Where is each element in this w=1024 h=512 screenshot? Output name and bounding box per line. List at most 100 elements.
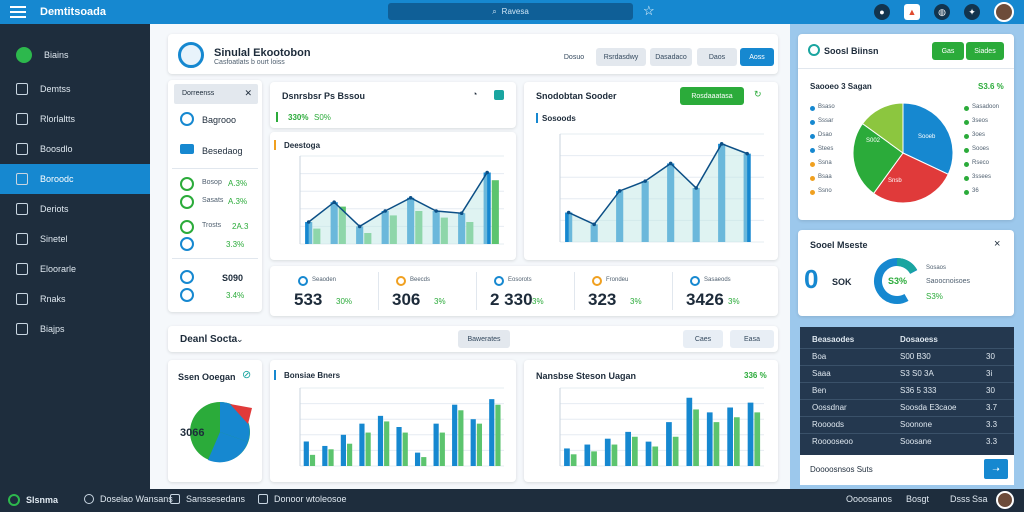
search-icon bbox=[16, 323, 28, 335]
status-item[interactable]: Ssa bbox=[972, 494, 988, 504]
bar bbox=[489, 399, 495, 466]
list-item-label[interactable]: Besedaog bbox=[202, 146, 243, 156]
kpi-value: 533 bbox=[294, 290, 323, 309]
table-cell: Beasaodes bbox=[812, 335, 855, 344]
right1-button-1[interactable]: Gas bbox=[932, 42, 964, 60]
status-item[interactable]: Slsnma bbox=[8, 494, 58, 506]
sidebar-item[interactable]: Demtss bbox=[0, 74, 150, 104]
avatar[interactable] bbox=[994, 2, 1014, 22]
kpi-divider bbox=[378, 272, 379, 310]
bar bbox=[439, 432, 445, 466]
chart-icon bbox=[16, 113, 28, 125]
gauge-pct-2: S3% bbox=[926, 292, 943, 301]
chevron-down-icon[interactable]: ⌄ bbox=[236, 334, 244, 344]
bookmark-icon[interactable]: ▲ bbox=[904, 4, 920, 20]
bar bbox=[309, 454, 316, 466]
sidebar-item[interactable]: Sinetel bbox=[0, 224, 150, 254]
pie-slice bbox=[852, 122, 904, 195]
chart2-button[interactable]: Rosdaaatasa bbox=[680, 87, 744, 105]
link-icon[interactable]: ⊘ bbox=[242, 369, 252, 381]
table-cell: Soonone bbox=[900, 420, 933, 429]
chart-type-icon[interactable] bbox=[494, 90, 504, 100]
send-icon[interactable]: ➝ bbox=[984, 459, 1008, 479]
list-item-label[interactable]: Bagrooo bbox=[202, 115, 237, 125]
legend-label: Ssno bbox=[818, 188, 832, 194]
stat-icon bbox=[180, 195, 194, 209]
status-item[interactable]: Bosgt bbox=[906, 494, 929, 504]
globe-icon[interactable]: ◍ bbox=[934, 4, 950, 20]
section2-header: Deanl Socta ⌄ Bawerates Caes Easa bbox=[168, 326, 778, 352]
search-placeholder: Ravesa bbox=[501, 7, 529, 16]
header-button-3[interactable]: Dasadaco bbox=[650, 48, 692, 66]
status-item[interactable]: Dsss bbox=[950, 494, 970, 504]
legend-dot bbox=[964, 162, 969, 167]
stat-value: A.3% bbox=[228, 197, 248, 206]
pie-slice bbox=[872, 152, 949, 204]
bar bbox=[584, 444, 591, 466]
gauge-sub-value: SOK bbox=[832, 277, 852, 287]
bar bbox=[305, 222, 313, 244]
status-item[interactable]: Sanssesedans bbox=[170, 494, 245, 504]
sidebar-item[interactable]: Rnaks bbox=[0, 284, 150, 314]
trend-line bbox=[308, 172, 488, 228]
settings-icon[interactable]: ✦ bbox=[964, 4, 980, 20]
close-icon[interactable]: × bbox=[994, 238, 1001, 250]
table-cell: Rooooseoo bbox=[812, 437, 853, 446]
trend-line bbox=[568, 142, 748, 226]
close-icon[interactable]: ✕ bbox=[244, 88, 252, 98]
legend-label: Dsao bbox=[818, 132, 833, 138]
bar bbox=[564, 448, 570, 466]
right1-button-2[interactable]: Siades bbox=[966, 42, 1004, 60]
edit-icon bbox=[16, 233, 28, 245]
bar bbox=[666, 422, 672, 466]
home-icon bbox=[16, 83, 28, 95]
header-button-2[interactable]: Rsrdasdwy bbox=[596, 48, 646, 66]
status-item[interactable]: Doselao Wansans bbox=[84, 494, 173, 504]
pie1-title: Ssen Ooegan bbox=[178, 372, 236, 382]
star-icon[interactable]: ☆ bbox=[643, 3, 655, 18]
menu-icon[interactable] bbox=[10, 6, 26, 18]
pill-button-3[interactable]: Easa bbox=[730, 330, 774, 348]
sidebar-item[interactable]: Rlorlaltts bbox=[0, 104, 150, 134]
header-button-1[interactable]: Dosuo bbox=[563, 53, 585, 61]
sidebar-item[interactable]: Deriots bbox=[0, 194, 150, 224]
chart4-panel: Nansbse Steson Uagan 336 % bbox=[524, 360, 778, 482]
status-label: Bosgt bbox=[906, 494, 930, 504]
sidebar-item-label: Biains bbox=[44, 50, 69, 60]
header-button-4[interactable]: Daos bbox=[697, 48, 737, 66]
table-cell: Soosane bbox=[900, 437, 932, 446]
bar bbox=[470, 419, 476, 466]
pie-slice bbox=[902, 102, 954, 175]
sidebar-item[interactable]: Boroodc bbox=[0, 164, 150, 194]
kpi-value: 306 bbox=[392, 290, 421, 309]
refresh-icon[interactable]: ↻ bbox=[754, 89, 762, 99]
legend-dot bbox=[964, 176, 969, 181]
sidebar-item[interactable]: Biajps bbox=[0, 314, 150, 344]
header-button-5[interactable]: Aoss bbox=[740, 48, 774, 66]
search-input[interactable]: ⌕ Ravesa bbox=[388, 3, 633, 20]
user-avatar[interactable] bbox=[996, 491, 1014, 509]
bar bbox=[693, 409, 699, 466]
bar bbox=[747, 402, 754, 466]
document-icon bbox=[16, 203, 28, 215]
refresh-icon[interactable]: ◔ bbox=[472, 89, 478, 99]
sidebar-item[interactable]: Eloorarle bbox=[0, 254, 150, 284]
pill-button-1[interactable]: Bawerates bbox=[458, 330, 510, 348]
page-title: Sinulal Ekootobon bbox=[214, 47, 311, 59]
area-fill bbox=[308, 172, 488, 244]
status-item[interactable]: Oooosanos bbox=[846, 494, 892, 504]
bar bbox=[328, 449, 334, 466]
right-gauge-panel: Sooel Mseste × 0 SOK S3% Sosaos Saoocnoi… bbox=[798, 230, 1014, 316]
pill-button-2[interactable]: Caes bbox=[683, 330, 723, 348]
line-point bbox=[306, 220, 311, 224]
status-item[interactable]: Donoor wtoleosoe bbox=[258, 494, 347, 504]
legend-label: Sooes bbox=[972, 146, 990, 152]
filter-input[interactable]: Dorreenss ✕ bbox=[174, 84, 258, 104]
stat-value: 2A.3 bbox=[232, 222, 249, 231]
notification-icon[interactable]: ● bbox=[874, 4, 890, 20]
legend-dot bbox=[810, 106, 815, 111]
table-footer-input[interactable]: Doooosnsos Suts bbox=[810, 465, 873, 474]
sidebar-item[interactable]: Biains bbox=[0, 36, 150, 74]
table-row-divider bbox=[800, 416, 1014, 417]
sidebar-item[interactable]: Boosdlo bbox=[0, 134, 150, 164]
